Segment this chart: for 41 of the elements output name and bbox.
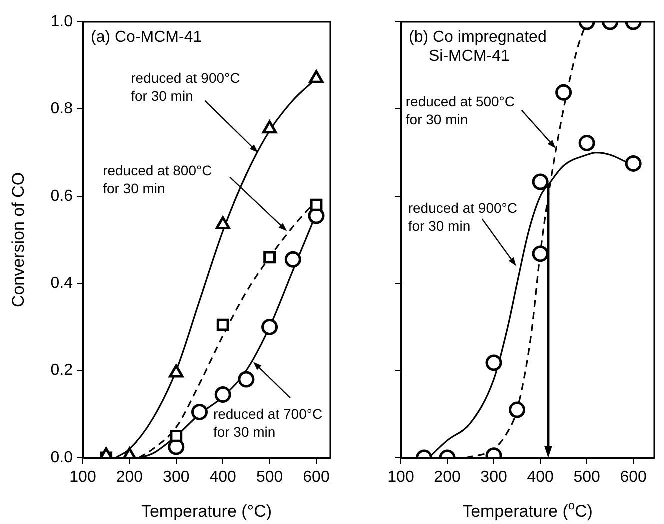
y-tick-label: 0.6 [50,188,74,205]
point [216,318,230,332]
point [170,430,183,442]
x-tick-label: 300 [480,469,508,486]
x-tick-label: 200 [434,469,461,486]
x-tick-label: 500 [574,469,600,486]
text: (b) Co impregnated Si-MCM-41 [409,29,547,65]
point [264,251,276,264]
x-tick-label: 300 [163,469,190,486]
point [284,251,302,268]
x-axis-title: Temperature (°C) [141,502,272,521]
y-tick-label: 0.0 [50,449,74,466]
annotation: reduced at 500°C for 30 min [406,93,516,128]
x-tick-label: 500 [256,469,284,486]
x-tick-label: 200 [116,469,144,486]
chart-title: (a) Co-MCM-41 [91,29,202,46]
x-tick-label: 600 [620,469,648,486]
point [309,70,324,84]
point [191,404,208,420]
x-tick-label: 400 [210,469,237,486]
x-tick-label: 100 [70,469,96,486]
y-tick-label: 0.2 [50,362,74,380]
y-tick-label: 0.8 [50,100,74,118]
annotation: reduced at 800°C for 30 min [103,162,212,196]
annotation: reduced at 900°C for 30 min [131,70,240,104]
point [262,318,278,336]
annotation: reduced at 700°C for 30 min [213,406,323,440]
x-tick-label: 100 [388,469,414,486]
point [532,174,549,190]
point [238,371,255,388]
y-tick-label: 1.0 [50,13,74,30]
x-tick-label: 400 [527,469,554,486]
point [216,216,230,230]
point [214,386,232,404]
y-axis-title: Conversion of CO [9,172,28,308]
y-tick-label: 0.4 [50,275,74,292]
point [262,120,278,134]
point [532,246,549,262]
point [310,198,323,212]
x-tick-label: 600 [303,469,330,486]
annotation: reduced at 900°C for 30 min [408,200,518,234]
